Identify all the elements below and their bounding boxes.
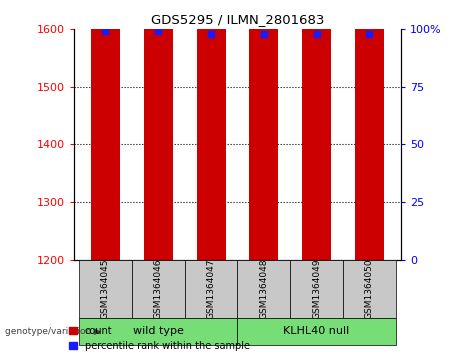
Text: wild type: wild type	[133, 326, 183, 336]
Bar	[343, 260, 396, 318]
Text: genotype/variation ▶: genotype/variation ▶	[5, 327, 100, 336]
Text: GSM1364045: GSM1364045	[101, 258, 110, 319]
Bar	[355, 0, 384, 260]
Bar	[290, 260, 343, 318]
Legend: count, percentile rank within the sample: count, percentile rank within the sample	[70, 326, 250, 351]
Text: GSM1364050: GSM1364050	[365, 258, 374, 319]
Text: GSM1364047: GSM1364047	[207, 258, 216, 319]
Bar	[302, 0, 331, 260]
Bar	[237, 260, 290, 318]
Bar	[144, 0, 173, 260]
Point	[313, 31, 320, 37]
Point	[366, 31, 373, 37]
Point	[207, 31, 215, 37]
Text: KLHL40 null: KLHL40 null	[284, 326, 350, 336]
Bar	[196, 0, 225, 260]
Bar	[79, 260, 132, 318]
Point	[102, 28, 109, 34]
Bar	[79, 318, 237, 345]
Title: GDS5295 / ILMN_2801683: GDS5295 / ILMN_2801683	[151, 13, 324, 26]
Bar	[249, 0, 278, 260]
Text: GSM1364046: GSM1364046	[154, 258, 163, 319]
Point	[260, 31, 267, 37]
Text: GSM1364048: GSM1364048	[259, 258, 268, 319]
Bar	[132, 260, 184, 318]
Bar	[237, 318, 396, 345]
Bar	[91, 0, 120, 260]
Point	[154, 28, 162, 34]
Bar	[184, 260, 237, 318]
Text: GSM1364049: GSM1364049	[312, 258, 321, 319]
